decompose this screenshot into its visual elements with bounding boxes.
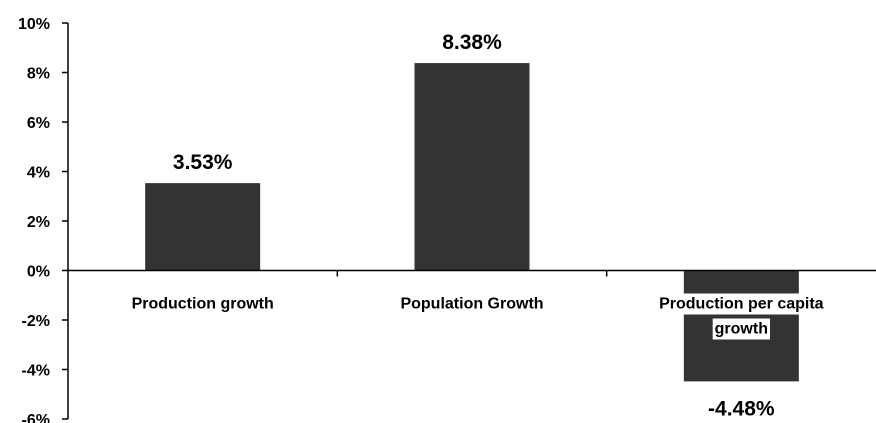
y-tick-label: 2% <box>27 214 50 231</box>
y-tick-label: -2% <box>22 313 50 330</box>
y-tick-label: 6% <box>27 115 50 132</box>
data-label: 3.53% <box>173 151 233 174</box>
category-label-background <box>129 293 276 315</box>
category-label: Population Growth <box>400 296 543 313</box>
data-label: -4.48% <box>708 397 775 420</box>
y-tick-label: 10% <box>18 16 50 33</box>
category-label-background <box>657 293 826 315</box>
bar <box>145 183 261 271</box>
category-labels: Production growth Population Growth Produc… <box>129 293 826 340</box>
bar <box>414 63 530 271</box>
x-axis <box>68 269 876 277</box>
y-tick-label: -4% <box>22 363 50 380</box>
category-label-background <box>398 293 546 315</box>
bars <box>145 63 799 382</box>
category-label: Production per capita <box>659 296 824 313</box>
y-tick-label: 0% <box>27 264 50 281</box>
y-tick-label: 8% <box>27 66 50 83</box>
y-axis: 10% 8% 6% 4% 2% 0% -2% -4% -6% <box>18 16 69 423</box>
data-labels: 3.53% 8.38% -4.48% <box>173 31 775 420</box>
data-label: 8.38% <box>442 31 502 54</box>
y-tick-label: -6% <box>22 412 50 423</box>
category-label: Production growth <box>132 296 274 313</box>
category-label: growth <box>715 321 768 338</box>
y-tick-label: 4% <box>27 165 50 182</box>
category-label-background <box>712 318 770 340</box>
